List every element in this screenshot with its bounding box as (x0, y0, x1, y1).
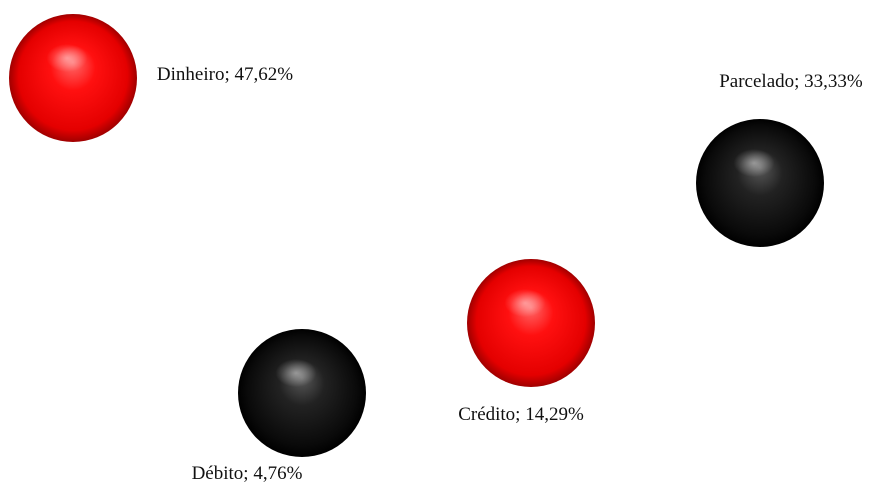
bubble-debito (238, 329, 366, 457)
bubble-credito (467, 259, 595, 387)
data-label-credito: Crédito; 14,29% (458, 404, 584, 425)
bubble-parcelado (696, 119, 824, 247)
data-label-parcelado: Parcelado; 33,33% (719, 71, 863, 92)
data-label-debito: Débito; 4,76% (192, 463, 303, 484)
data-label-dinheiro: Dinheiro; 47,62% (157, 64, 293, 85)
bubble-dinheiro (9, 14, 137, 142)
